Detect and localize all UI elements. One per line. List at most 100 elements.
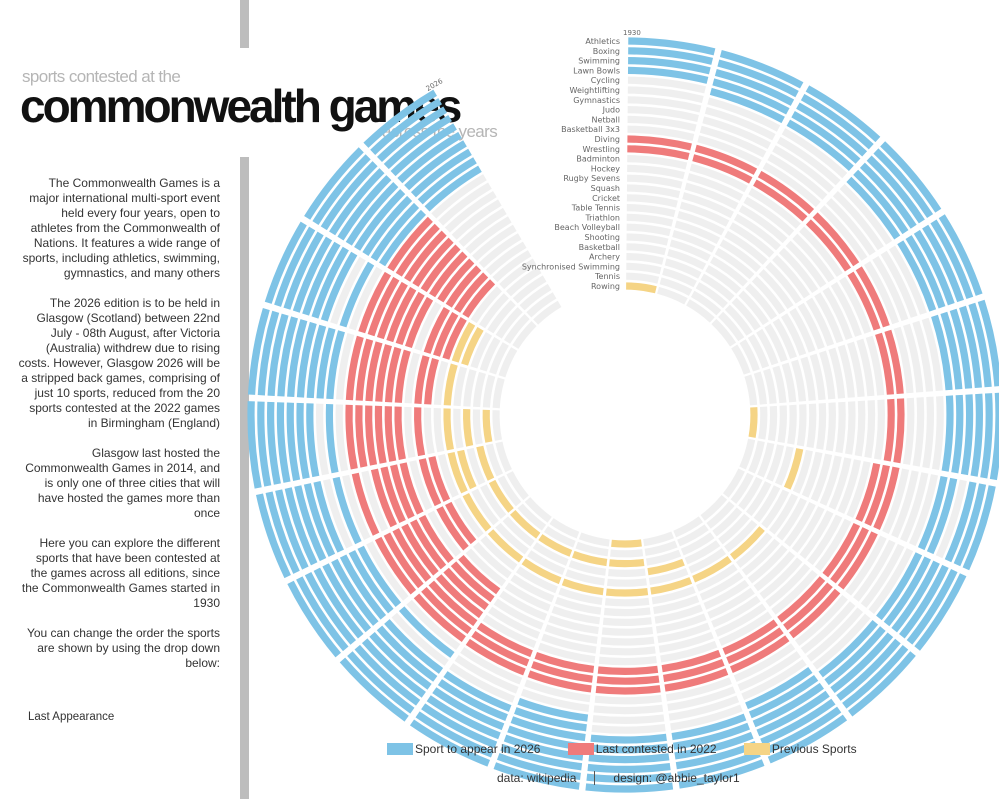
empty-edition-bar bbox=[797, 302, 825, 350]
sport-label: Cricket bbox=[592, 194, 620, 203]
sport-edition-bar bbox=[783, 582, 833, 631]
empty-edition-bar bbox=[745, 481, 772, 517]
empty-edition-bar bbox=[512, 320, 537, 349]
sort-order-dropdown[interactable]: Last Appearance bbox=[28, 711, 115, 723]
empty-edition-bar bbox=[712, 507, 743, 537]
empty-edition-bar bbox=[677, 524, 709, 547]
empty-edition-bar bbox=[704, 106, 776, 141]
sport-edition-bar bbox=[788, 588, 841, 639]
sport-edition-bar bbox=[428, 456, 451, 502]
empty-edition-bar bbox=[471, 488, 499, 526]
empty-edition-bar bbox=[524, 497, 552, 523]
description-paragraph: The 2026 edition is to be held in Glasgo… bbox=[18, 296, 220, 430]
sport-edition-bar bbox=[426, 695, 501, 740]
empty-edition-bar bbox=[902, 397, 915, 465]
empty-edition-bar bbox=[853, 539, 896, 602]
sport-edition-bar bbox=[671, 713, 747, 741]
sport-edition-bar bbox=[355, 405, 368, 468]
sport-edition-bar bbox=[941, 395, 954, 472]
sport-edition-bar bbox=[510, 716, 586, 742]
sport-edition-bar bbox=[436, 506, 469, 551]
empty-edition-bar bbox=[805, 297, 835, 347]
empty-edition-bar bbox=[739, 339, 760, 372]
empty-edition-bar bbox=[776, 136, 841, 186]
empty-edition-bar bbox=[568, 560, 607, 576]
sport-edition-bar bbox=[884, 329, 904, 395]
data-source: data: wikipedia bbox=[497, 771, 577, 785]
sport-edition-bar bbox=[883, 398, 895, 462]
empty-edition-bar bbox=[626, 243, 667, 256]
empty-edition-bar bbox=[648, 567, 689, 585]
empty-edition-bar bbox=[724, 230, 768, 265]
empty-edition-bar bbox=[781, 362, 797, 403]
empty-edition-bar bbox=[565, 569, 605, 586]
sport-edition-bar bbox=[296, 576, 349, 652]
empty-edition-bar bbox=[348, 266, 383, 331]
empty-edition-bar bbox=[532, 542, 569, 566]
empty-edition-bar bbox=[470, 286, 503, 324]
sport-edition-bar bbox=[917, 475, 948, 551]
sport-edition-bar bbox=[465, 638, 526, 676]
empty-edition-bar bbox=[814, 292, 844, 344]
empty-edition-bar bbox=[780, 313, 807, 356]
sport-edition-bar bbox=[320, 251, 358, 322]
empty-edition-bar bbox=[505, 266, 542, 297]
empty-edition-bar bbox=[554, 596, 602, 615]
sport-edition-bar bbox=[369, 632, 432, 690]
empty-edition-bar bbox=[485, 241, 527, 276]
empty-edition-bar bbox=[526, 292, 557, 318]
sport-edition-bar bbox=[313, 567, 364, 639]
sport-edition-bar bbox=[866, 155, 925, 224]
sport-edition-bar bbox=[415, 711, 494, 758]
empty-edition-bar bbox=[512, 275, 547, 304]
empty-edition-bar bbox=[888, 245, 927, 315]
empty-edition-bar bbox=[466, 447, 486, 485]
sport-label: Cycling bbox=[591, 76, 620, 85]
sport-edition-bar bbox=[386, 286, 417, 343]
empty-edition-bar bbox=[504, 582, 551, 612]
sport-edition-bar bbox=[247, 401, 262, 489]
empty-edition-bar bbox=[664, 258, 702, 279]
sport-edition-bar bbox=[326, 330, 345, 400]
empty-edition-bar bbox=[433, 360, 449, 406]
sport-edition-bar bbox=[332, 476, 362, 545]
empty-edition-bar bbox=[427, 510, 462, 557]
sport-edition-bar bbox=[443, 671, 512, 712]
sport-edition-bar bbox=[286, 402, 301, 481]
sport-edition-bar bbox=[922, 224, 964, 303]
empty-edition-bar bbox=[854, 400, 866, 457]
empty-edition-bar bbox=[472, 409, 483, 445]
sport-edition-bar bbox=[443, 567, 489, 611]
empty-edition-bar bbox=[819, 350, 836, 400]
empty-edition-bar bbox=[335, 404, 349, 472]
empty-edition-bar bbox=[558, 587, 603, 605]
sport-edition-bar bbox=[283, 231, 324, 310]
empty-edition-bar bbox=[796, 404, 807, 447]
empty-edition-bar bbox=[527, 550, 566, 575]
empty-edition-bar bbox=[336, 333, 355, 400]
empty-edition-bar bbox=[626, 233, 669, 246]
empty-edition-bar bbox=[689, 163, 748, 193]
empty-edition-bar bbox=[710, 256, 748, 287]
legend-item-2026: Sport to appear in 2026 bbox=[387, 742, 540, 756]
empty-edition-bar bbox=[753, 551, 796, 592]
sport-edition-bar bbox=[595, 685, 661, 695]
empty-edition-bar bbox=[366, 541, 409, 601]
sport-edition-bar bbox=[753, 179, 808, 222]
empty-edition-bar bbox=[488, 606, 541, 639]
sport-edition-bar bbox=[951, 394, 964, 474]
sport-edition-bar bbox=[274, 226, 316, 307]
empty-edition-bar bbox=[839, 183, 893, 245]
empty-edition-bar bbox=[912, 320, 934, 392]
empty-edition-bar bbox=[478, 233, 522, 269]
sport-edition-bar bbox=[609, 558, 645, 568]
description-paragraph: The Commonwealth Games is a major intern… bbox=[22, 176, 220, 280]
empty-edition-bar bbox=[492, 377, 505, 409]
empty-edition-bar bbox=[506, 471, 529, 501]
empty-edition-bar bbox=[695, 563, 738, 592]
sport-edition-bar bbox=[906, 569, 958, 645]
sport-edition-bar bbox=[390, 464, 415, 519]
sport-edition-bar bbox=[345, 182, 399, 246]
sport-edition-bar bbox=[287, 319, 308, 398]
empty-edition-bar bbox=[669, 239, 711, 262]
